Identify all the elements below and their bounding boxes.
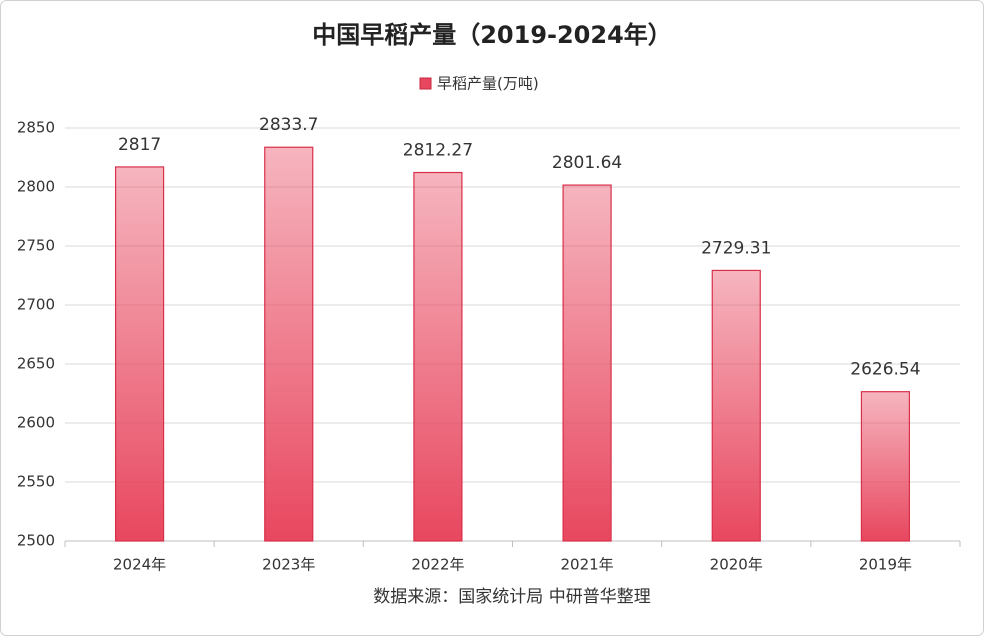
legend-label: 早稻产量(万吨) [437, 75, 539, 93]
source-note: 数据来源：国家统计局 中研普华整理 [373, 587, 650, 607]
chart-title: 中国早稻产量（2019-2024年） [312, 21, 672, 49]
x-tick-label: 2020年 [710, 556, 763, 574]
y-tick-label: 2800 [17, 178, 55, 196]
bar [711, 269, 761, 542]
y-tick-label: 2750 [17, 237, 55, 255]
y-tick-label: 2850 [17, 119, 55, 137]
legend-marker [419, 77, 432, 90]
bar [562, 184, 612, 542]
x-tick-label: 2024年 [113, 556, 166, 574]
y-tick-label: 2600 [17, 414, 55, 432]
value-label: 2729.31 [701, 238, 771, 258]
value-label: 2801.64 [552, 153, 622, 173]
value-label: 2812.27 [403, 141, 473, 161]
x-tick-label: 2023年 [262, 556, 315, 574]
y-tick-label: 2700 [17, 296, 55, 314]
y-tick-label: 2650 [17, 355, 55, 373]
value-label: 2833.7 [259, 115, 318, 135]
y-tick-label: 2550 [17, 473, 55, 491]
y-tick-label: 2500 [17, 532, 55, 550]
value-label: 2626.54 [850, 360, 920, 380]
bar [264, 146, 314, 542]
x-tick-label: 2021年 [560, 556, 613, 574]
value-label: 2817 [118, 135, 161, 155]
x-tick-label: 2019年 [859, 556, 912, 574]
bar [413, 171, 463, 542]
bar [114, 166, 165, 542]
x-tick-label: 2022年 [411, 556, 464, 574]
bar [860, 391, 911, 542]
